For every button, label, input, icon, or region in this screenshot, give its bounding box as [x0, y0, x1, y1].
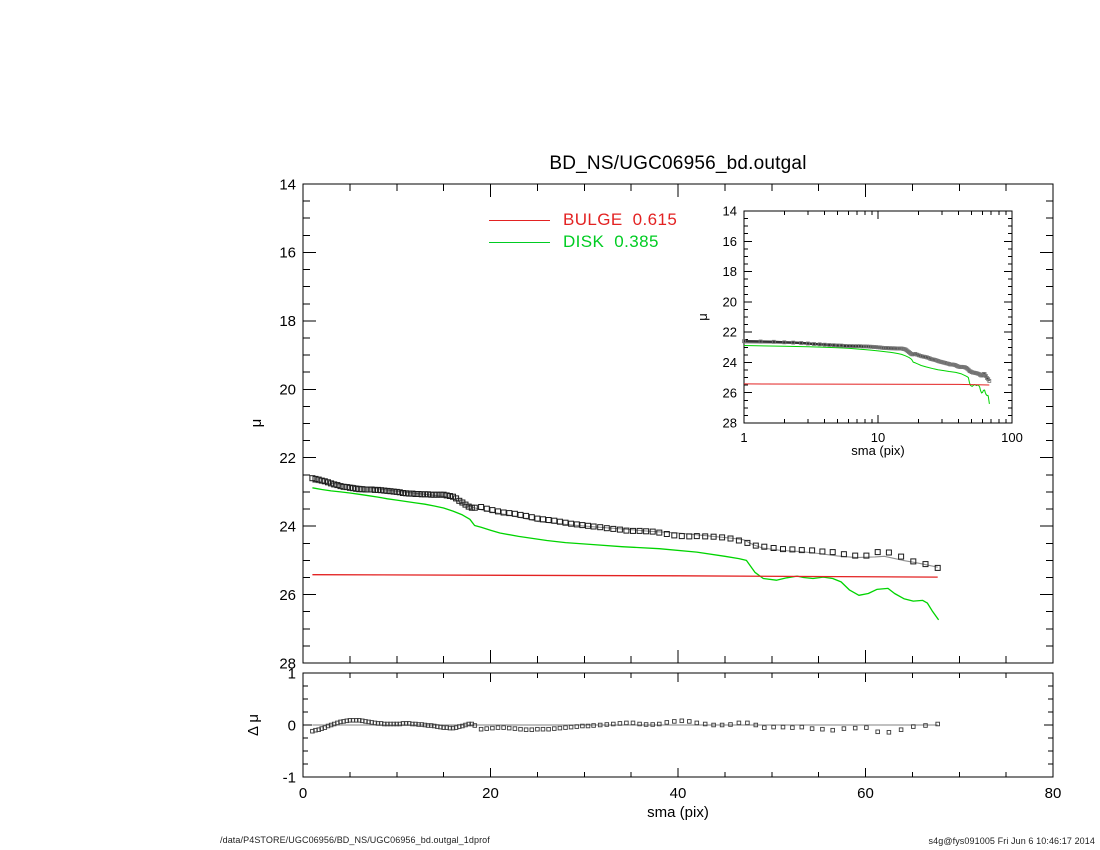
legend: BULGE 0.615 DISK 0.385 [489, 209, 677, 253]
legend-bulge-text: BULGE 0.615 [563, 210, 677, 230]
main-plot-y-tick-label: 28 [279, 655, 296, 672]
inset-plot-y-axis-title: μ [695, 313, 710, 321]
residual-markers [310, 718, 940, 735]
inset-data-markers [742, 339, 992, 383]
main-plot-y-tick-label: 18 [279, 313, 296, 330]
footer-file-path: /data/P4STORE/UGC06956/BD_NS/UGC06956_bd… [220, 835, 490, 845]
legend-disk-value: 0.385 [614, 232, 659, 251]
data-series-markers [309, 475, 941, 571]
inset-plot: 1 10 100 14 16 18 20 22 24 26 28 sma (pix) μ [695, 204, 1023, 458]
disk-line [312, 487, 940, 621]
main-plot-y-tick-label: 14 [279, 176, 296, 193]
main-plot: 14 16 18 20 22 24 26 28 μ [248, 176, 1054, 672]
inset-plot-y-tick-label: 28 [723, 416, 737, 431]
main-plot-y-tick-label: 22 [279, 450, 296, 467]
residual-plot-x-tick-label: 40 [670, 785, 687, 802]
residual-plot-y-tick-label: 1 [288, 665, 296, 682]
residual-plot-x-tick-label: 0 [299, 785, 307, 802]
legend-entry-bulge: BULGE 0.615 [489, 209, 677, 231]
inset-plot-x-tick-label: 100 [1001, 430, 1023, 445]
legend-disk-label: DISK [563, 232, 605, 251]
inset-plot-x-tick-label: 1 [740, 430, 747, 445]
footer-user-timestamp: s4g@fys091005 Fri Jun 6 10:46:17 2014 [928, 836, 1095, 846]
bulge-line [312, 574, 938, 578]
residual-plot-x-tick-label: 80 [1045, 785, 1062, 802]
residual-plot-x-tick-label: 20 [482, 785, 499, 802]
bulge-line-swatch-icon [489, 219, 550, 221]
inset-plot-y-tick-label: 20 [723, 294, 737, 309]
plot-title: BD_NS/UGC06956_bd.outgal [549, 153, 807, 174]
inset-bulge-line [743, 383, 990, 386]
inset-plot-y-tick-label: 22 [723, 325, 737, 340]
inset-plot-box [743, 210, 1013, 424]
main-plot-y-tick-label: 24 [279, 518, 296, 535]
legend-bulge-label: BULGE [563, 210, 623, 229]
inset-plot-x-tick-label: 10 [871, 430, 885, 445]
inset-plot-y-tick-label: 24 [723, 355, 737, 370]
residual-plot-x-tick-label: 60 [857, 785, 874, 802]
inset-disk-line [743, 345, 990, 404]
residual-plot-y-tick-label: 0 [288, 717, 296, 734]
model-line [312, 481, 938, 568]
legend-entry-disk: DISK 0.385 [489, 231, 677, 253]
disk-line-swatch-icon [489, 241, 550, 243]
inset-plot-x-axis-title: sma (pix) [851, 443, 904, 458]
legend-disk-text: DISK 0.385 [563, 232, 659, 252]
legend-bulge-value: 0.615 [632, 210, 678, 229]
inset-plot-y-tick-label: 18 [723, 264, 737, 279]
inset-plot-y-tick-label: 16 [723, 234, 737, 249]
main-plot-y-tick-label: 26 [279, 587, 296, 604]
inset-plot-y-tick-label: 14 [723, 204, 737, 219]
main-plot-y-tick-label: 20 [279, 382, 296, 399]
residual-plot-y-tick-label: -1 [283, 769, 296, 786]
residual-plot-x-axis-title: sma (pix) [647, 804, 709, 821]
main-plot-y-tick-label: 16 [279, 245, 296, 262]
residual-plot-y-axis-title: Δ μ [245, 714, 262, 736]
inset-plot-y-tick-label: 26 [723, 385, 737, 400]
main-plot-y-axis-title: μ [248, 419, 265, 428]
